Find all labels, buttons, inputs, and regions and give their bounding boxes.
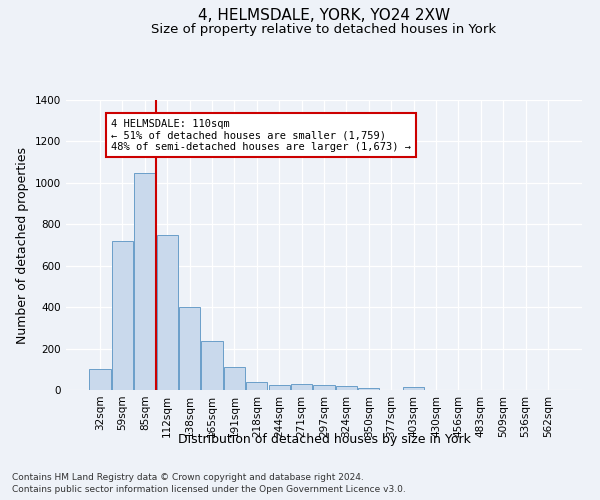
Y-axis label: Number of detached properties: Number of detached properties bbox=[16, 146, 29, 344]
Text: Contains public sector information licensed under the Open Government Licence v3: Contains public sector information licen… bbox=[12, 485, 406, 494]
Bar bbox=[224, 367, 245, 390]
Text: 4, HELMSDALE, YORK, YO24 2XW: 4, HELMSDALE, YORK, YO24 2XW bbox=[198, 8, 450, 22]
Text: Size of property relative to detached houses in York: Size of property relative to detached ho… bbox=[151, 22, 497, 36]
Bar bbox=[202, 342, 223, 390]
Text: Distribution of detached houses by size in York: Distribution of detached houses by size … bbox=[178, 432, 470, 446]
Bar bbox=[358, 388, 379, 390]
Bar bbox=[269, 385, 290, 390]
Bar bbox=[336, 386, 357, 390]
Bar bbox=[313, 385, 335, 390]
Bar bbox=[179, 307, 200, 390]
Bar bbox=[157, 234, 178, 390]
Bar bbox=[403, 387, 424, 390]
Bar bbox=[134, 172, 155, 390]
Bar bbox=[112, 241, 133, 390]
Bar bbox=[291, 384, 312, 390]
Text: 4 HELMSDALE: 110sqm
← 51% of detached houses are smaller (1,759)
48% of semi-det: 4 HELMSDALE: 110sqm ← 51% of detached ho… bbox=[111, 118, 411, 152]
Bar bbox=[246, 382, 268, 390]
Bar bbox=[89, 370, 111, 390]
Text: Contains HM Land Registry data © Crown copyright and database right 2024.: Contains HM Land Registry data © Crown c… bbox=[12, 472, 364, 482]
